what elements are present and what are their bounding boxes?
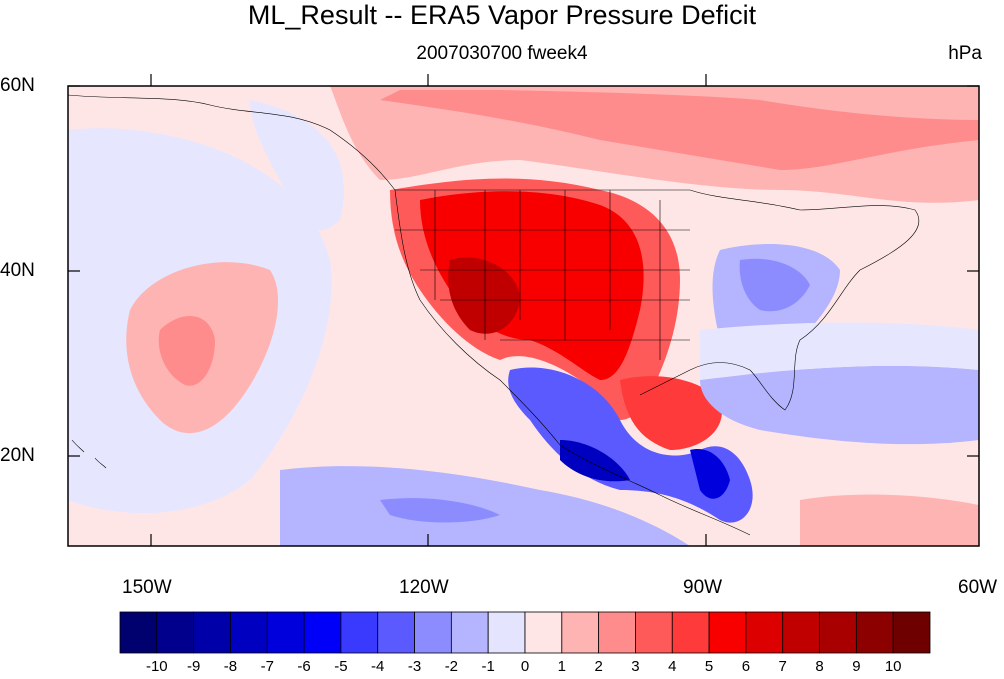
colorbar-swatch [782,611,820,654]
colorbar-tick-label: -8 [223,658,238,675]
map-frame [67,85,980,547]
colorbar-tick-label: 3 [631,658,640,675]
colorbar-tick-label: 10 [884,658,902,675]
lat-label-40n: 40N [0,260,35,281]
colorbar-swatch [487,611,526,654]
north-red-band-inner [380,90,979,170]
colorbar-tick-label: 1 [557,658,566,675]
colorbar-tick-label: -1 [481,658,495,675]
east-pacific-blue [280,466,690,546]
colorbar-swatch [340,611,379,654]
colorbar-swatch [855,611,894,654]
pale-blue-gulf-alaska [250,100,344,231]
colorbar-swatch [635,611,673,654]
colorbar-swatch [119,611,158,654]
colorbar-swatch [193,611,231,654]
colorbar-swatch [377,611,415,654]
lon-label-60w: 60W [958,577,998,598]
lon-label-120w: 120W [399,577,449,598]
colorbar-swatch [561,611,600,654]
colorbar-tick-label: -5 [334,658,348,675]
colorbar-swatch [266,611,305,654]
colorbar-tick-label: 0 [520,658,530,675]
caribbean-red [800,494,979,546]
pacific-red-core [158,316,215,386]
mexico-blue [508,367,753,523]
colorbar-swatch [708,611,747,654]
east-pacific-blue-core [380,498,500,523]
axis-ticks [68,74,979,546]
colorbar-tick-label: 9 [852,658,861,675]
atlantic-blue [700,365,979,445]
colorbar-swatch [745,611,784,654]
colorbar-swatch [892,611,931,654]
colorbar-tick-label: 5 [704,658,714,675]
colorbar-swatch [414,611,452,654]
colorbar-swatch [598,611,636,654]
colorbar-tick-label: -6 [297,658,311,675]
colorbar-swatch [156,611,195,654]
colorbar-tick-label: 7 [778,658,787,675]
eastern-us-blue-core [739,258,810,312]
central-america-blue [690,449,730,499]
colorbar-tick-label: -2 [444,658,459,675]
southwest-core [448,257,520,334]
colorbar-tick-label: -4 [371,658,385,675]
lon-label-90w: 90W [683,577,723,598]
vpd-field [68,86,979,546]
coastlines [68,94,920,536]
texas-red [620,376,722,450]
colorbar-tick-label: -3 [407,658,422,675]
colorbar-tick-label: -10 [145,658,168,675]
colorbar-swatch [671,611,710,654]
lon-label-150w: 150W [122,577,172,598]
lat-label-20n: 20N [0,445,35,466]
map-subtitle-date: 2007030700 fweek4 [416,43,588,64]
colorbar-tick-label: 8 [815,658,824,675]
colorbar-swatch [819,611,857,654]
colorbar-tick-label: 4 [668,658,677,675]
map-title: ML_Result -- ERA5 Vapor Pressure Deficit [247,0,757,30]
atlantic-pale [700,322,979,380]
mexico-blue-core [560,440,630,482]
colorbar-swatch [303,611,342,654]
colorbar-tick-label: -7 [260,658,274,675]
units-label: hPa [948,43,982,64]
lat-label-60n: 60N [0,75,35,96]
colorbar-swatch [524,611,563,654]
colorbar-swatch [450,611,489,654]
colorbar [119,611,931,654]
colorbar-tick-label: 2 [594,658,603,675]
colorbar-tick-label: -9 [186,658,201,675]
western-us-core [420,191,644,380]
colorbar-tick-label: 6 [741,658,751,675]
colorbar-swatch [230,611,268,654]
